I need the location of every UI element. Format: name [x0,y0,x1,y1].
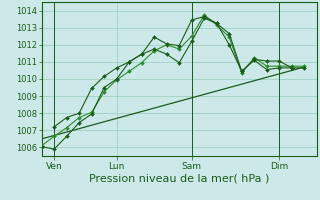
X-axis label: Pression niveau de la mer( hPa ): Pression niveau de la mer( hPa ) [89,173,269,183]
